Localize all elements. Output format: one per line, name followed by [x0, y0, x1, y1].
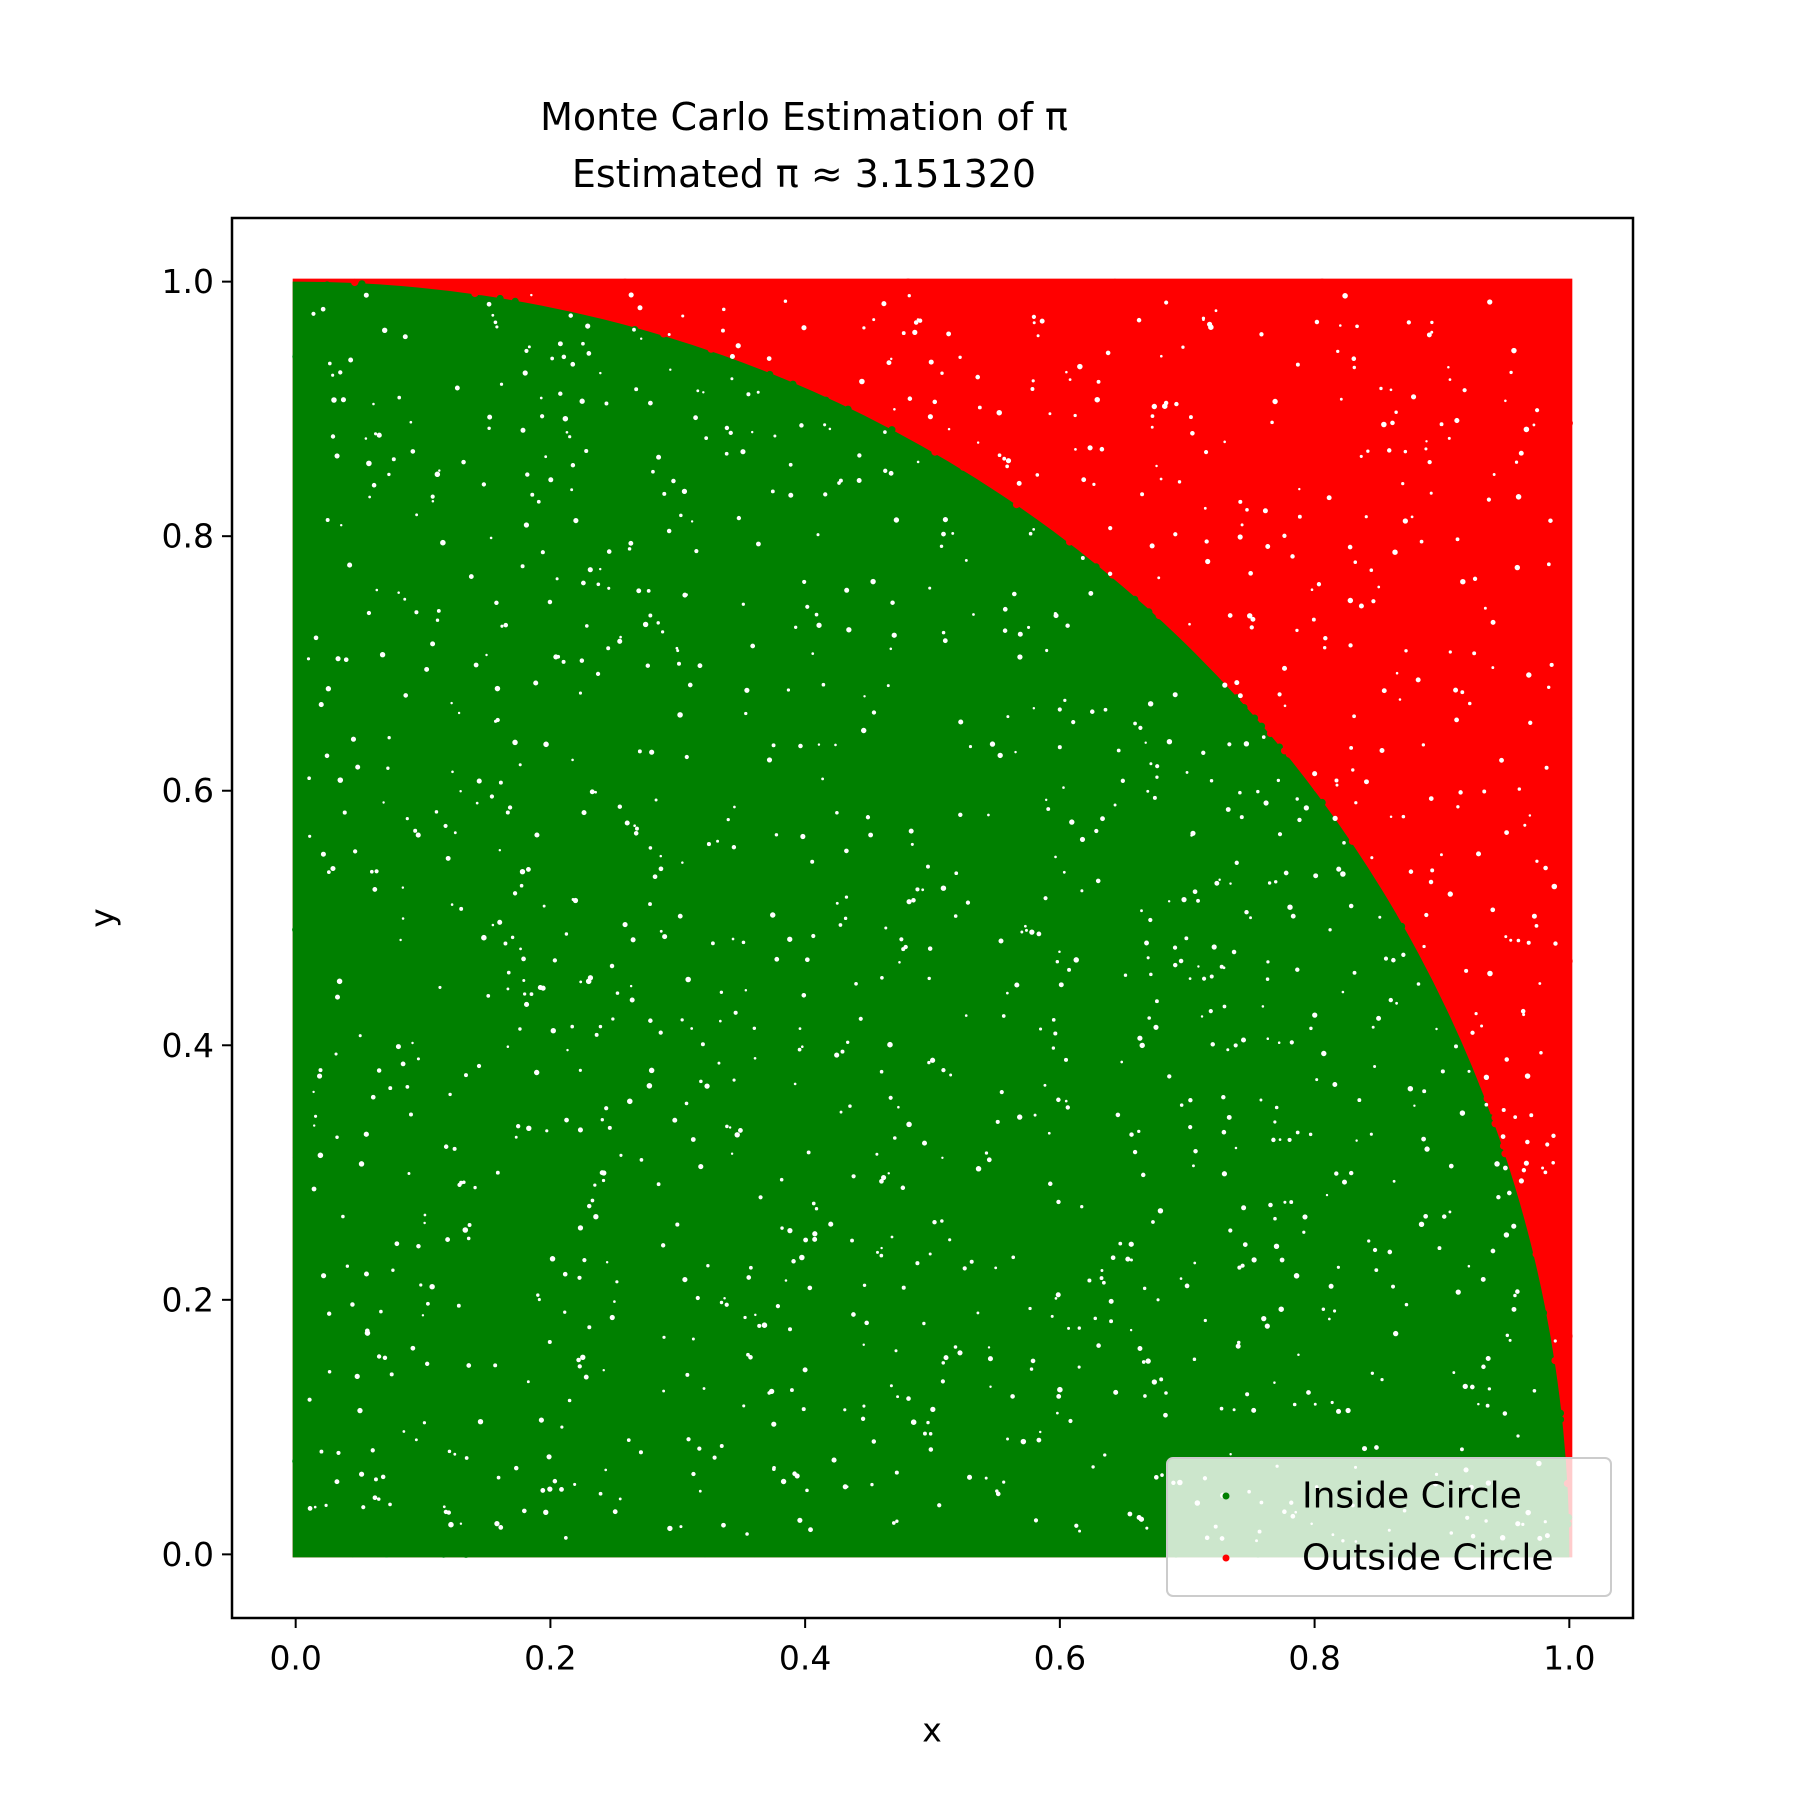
- y-tick-label: 1.0: [162, 262, 214, 301]
- y-tick-label: 0.0: [162, 1535, 214, 1574]
- x-tick-label: 0.6: [1034, 1639, 1086, 1678]
- x-tick-label: 0.0: [269, 1639, 321, 1678]
- x-tick-label: 0.2: [524, 1639, 576, 1678]
- chart-title-line1: Monte Carlo Estimation of π: [540, 95, 1068, 139]
- x-tick-label: 1.0: [1543, 1639, 1595, 1678]
- legend-marker-inside: [1222, 1492, 1230, 1500]
- x-axis: 0.0 0.2 0.4 0.6 0.8 1.0: [269, 1618, 1596, 1678]
- plot-area: [292, 278, 1573, 1558]
- y-axis-label: y: [83, 908, 122, 928]
- legend: Inside Circle Outside Circle: [1166, 1457, 1612, 1597]
- scatter-points: [292, 278, 1573, 1558]
- chart-title-line2: Estimated π ≈ 3.151320: [572, 152, 1036, 196]
- legend-label-outside: Outside Circle: [1302, 1538, 1554, 1579]
- y-tick-label: 0.4: [162, 1026, 214, 1065]
- y-axis: 0.0 0.2 0.4 0.6 0.8 1.0: [162, 262, 232, 1574]
- x-tick-label: 0.8: [1288, 1639, 1340, 1678]
- legend-box: [1166, 1457, 1612, 1597]
- inside-circle-point-cloud: [292, 280, 1573, 1558]
- axes-frame: [230, 216, 1635, 1620]
- y-tick-label: 0.2: [162, 1280, 214, 1319]
- x-axis-label: x: [922, 1711, 942, 1750]
- x-tick-label: 0.4: [779, 1639, 831, 1678]
- y-tick-label: 0.8: [162, 517, 214, 556]
- legend-label-inside: Inside Circle: [1302, 1476, 1522, 1517]
- legend-marker-outside: [1222, 1554, 1230, 1562]
- y-tick-label: 0.6: [162, 771, 214, 810]
